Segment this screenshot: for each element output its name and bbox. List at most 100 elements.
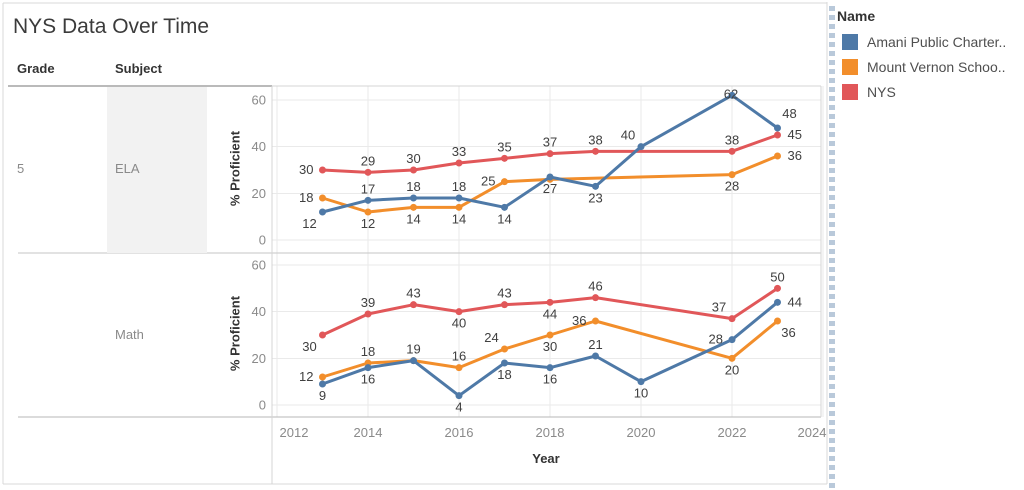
data-point[interactable] <box>501 154 508 162</box>
data-label: 14 <box>497 211 511 226</box>
legend-title: Name <box>837 8 876 24</box>
subject-row-band <box>107 87 207 253</box>
data-label: 40 <box>452 316 466 331</box>
data-label: 30 <box>543 339 557 354</box>
data-point[interactable] <box>592 294 599 302</box>
data-point[interactable] <box>728 315 736 323</box>
data-point[interactable] <box>364 208 372 216</box>
data-label: 44 <box>543 306 557 321</box>
data-point[interactable] <box>592 317 599 325</box>
data-point[interactable] <box>319 373 326 381</box>
data-point[interactable] <box>319 194 326 202</box>
data-label: 12 <box>299 369 313 384</box>
data-point[interactable] <box>728 147 736 155</box>
data-point[interactable] <box>774 152 781 160</box>
x-axis-title: Year <box>532 451 560 466</box>
data-point[interactable] <box>728 336 736 344</box>
data-point[interactable] <box>410 203 417 211</box>
data-point[interactable] <box>546 173 554 181</box>
data-label: 18 <box>497 367 511 382</box>
data-point[interactable] <box>501 345 508 353</box>
data-point[interactable] <box>501 203 508 211</box>
data-point[interactable] <box>774 298 781 306</box>
data-point[interactable] <box>728 91 736 99</box>
data-point[interactable] <box>501 359 508 367</box>
data-point[interactable] <box>546 298 554 306</box>
legend-item[interactable]: NYS <box>837 79 1024 104</box>
data-point[interactable] <box>319 208 326 216</box>
data-point[interactable] <box>592 352 599 360</box>
data-label: 38 <box>588 132 602 147</box>
data-point[interactable] <box>774 284 781 292</box>
data-label: 35 <box>497 139 511 154</box>
data-label: 30 <box>299 162 313 177</box>
row-label-ela[interactable]: ELA <box>115 161 140 176</box>
data-label: 18 <box>361 344 375 359</box>
x-tick-label: 2014 <box>354 425 383 440</box>
data-label: 25 <box>481 174 495 189</box>
data-point[interactable] <box>319 166 326 174</box>
data-point[interactable] <box>637 143 645 151</box>
data-label: 27 <box>543 181 557 196</box>
data-point[interactable] <box>364 196 372 204</box>
column-header-subject[interactable]: Subject <box>115 61 162 76</box>
data-point[interactable] <box>364 364 372 372</box>
data-label: 16 <box>361 372 375 387</box>
math-series-line[interactable] <box>321 300 779 398</box>
page-title: NYS Data Over Time <box>13 15 210 38</box>
ela-series-line[interactable] <box>321 154 779 214</box>
data-point[interactable] <box>774 124 781 132</box>
data-label: 40 <box>621 128 635 143</box>
data-point[interactable] <box>410 166 417 174</box>
legend-item[interactable]: Mount Vernon Schoo.. <box>837 54 1024 79</box>
column-header-grade[interactable]: Grade <box>17 61 55 76</box>
data-label: 43 <box>497 286 511 301</box>
data-point[interactable] <box>774 317 781 325</box>
data-point[interactable] <box>637 378 645 386</box>
data-label: 50 <box>770 269 784 284</box>
data-label: 43 <box>406 286 420 301</box>
data-label: 30 <box>302 339 316 354</box>
data-point[interactable] <box>592 147 599 155</box>
data-point[interactable] <box>410 357 417 365</box>
data-label: 48 <box>782 106 796 121</box>
data-point[interactable] <box>455 194 463 202</box>
y-tick-label: 60 <box>252 93 266 108</box>
data-label: 10 <box>634 386 648 401</box>
data-point[interactable] <box>319 331 326 339</box>
y-tick-label: 0 <box>259 233 266 248</box>
ela-series-line[interactable] <box>321 93 779 214</box>
legend-item[interactable]: Amani Public Charter.. <box>837 29 1024 54</box>
row-label-grade-5[interactable]: 5 <box>17 161 25 176</box>
data-point[interactable] <box>410 301 417 309</box>
x-tick-label: 2020 <box>627 425 656 440</box>
layout-container-handle[interactable] <box>829 6 835 490</box>
data-point[interactable] <box>728 171 736 179</box>
data-point[interactable] <box>546 331 554 339</box>
data-point[interactable] <box>546 150 554 158</box>
data-point[interactable] <box>455 364 463 372</box>
data-label: 33 <box>452 144 466 159</box>
data-point[interactable] <box>501 178 508 186</box>
data-point[interactable] <box>455 159 463 167</box>
data-point[interactable] <box>728 354 736 362</box>
data-label: 14 <box>406 211 420 226</box>
data-point[interactable] <box>546 364 554 372</box>
data-label: 23 <box>588 190 602 205</box>
data-point[interactable] <box>410 194 417 202</box>
row-label-math[interactable]: Math <box>115 327 144 342</box>
data-point[interactable] <box>455 392 463 400</box>
data-point[interactable] <box>455 203 463 211</box>
data-point[interactable] <box>774 131 781 139</box>
x-tick-label: 2018 <box>536 425 565 440</box>
data-point[interactable] <box>501 301 508 309</box>
data-point[interactable] <box>319 380 326 388</box>
data-point[interactable] <box>364 168 372 176</box>
y-tick-label: 60 <box>252 258 266 273</box>
legend-swatch <box>842 58 858 75</box>
data-point[interactable] <box>455 308 463 316</box>
data-point[interactable] <box>592 182 599 190</box>
data-label: 12 <box>302 216 316 231</box>
data-point[interactable] <box>364 310 372 318</box>
